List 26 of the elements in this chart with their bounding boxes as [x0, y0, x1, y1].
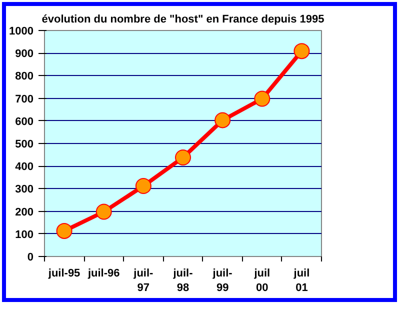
y-tick-label: 1000: [9, 26, 34, 38]
x-tick-label: juil-96: [86, 268, 120, 280]
y-tick-label: 100: [15, 228, 34, 241]
point: [254, 90, 270, 107]
x-tick-label: juil- 97: [132, 268, 154, 294]
y-tick-label: 400: [15, 161, 34, 174]
y-tick-label: 600: [15, 116, 34, 128]
x-tick-label: juil-95: [47, 268, 80, 280]
x-tick-label: juil- 98: [172, 268, 194, 294]
y-tick-label: 800: [15, 70, 34, 83]
point: [56, 222, 72, 239]
chart-title: évolution du nombre de "host" en France depuis 1995: [42, 14, 324, 26]
y-tick-label: 0: [27, 252, 34, 264]
y-tick-label: 300: [15, 184, 34, 196]
y-tick-label: 900: [15, 48, 34, 60]
x-tick-label: juil 00: [253, 268, 270, 294]
x-tick-label: juil 01: [292, 268, 310, 294]
point: [96, 204, 112, 220]
point: [294, 43, 310, 60]
y-tick-label: 700: [15, 93, 34, 106]
x-tick-label: juil- 99: [212, 268, 233, 294]
y-tick-label: 500: [15, 138, 34, 150]
point: [175, 150, 191, 166]
y-tick-label: 200: [15, 206, 34, 218]
point: [135, 178, 152, 194]
point: [214, 112, 231, 128]
